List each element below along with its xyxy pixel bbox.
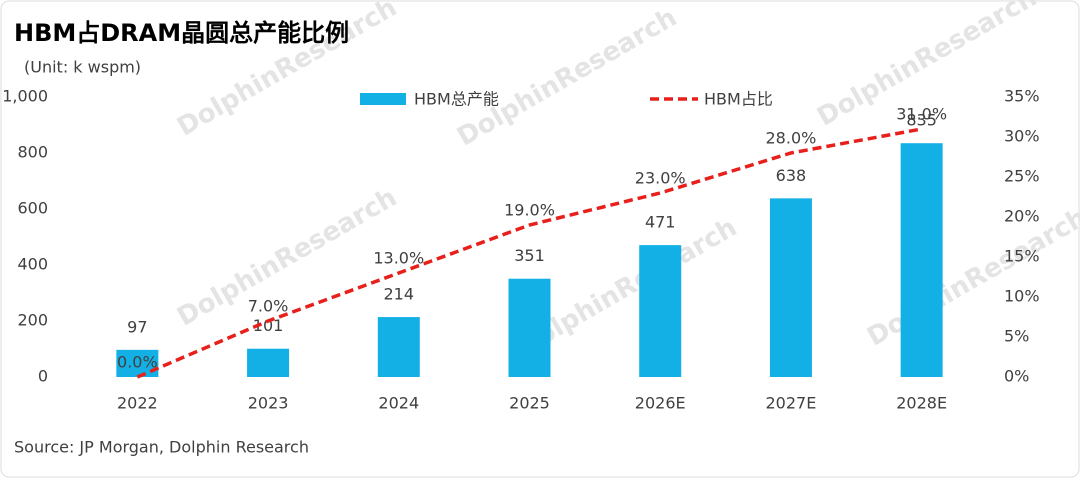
line-value-label: 28.0% <box>766 129 817 148</box>
bar-value-label: 351 <box>514 246 545 265</box>
bar-value-label: 835 <box>906 111 937 130</box>
y-tick-label: 400 <box>17 255 48 274</box>
chart-subtitle: (Unit: k wspm) <box>24 58 141 77</box>
y2-tick-label: 30% <box>1004 127 1040 146</box>
y2-tick-label: 35% <box>1004 87 1040 106</box>
y-tick-label: 200 <box>17 311 48 330</box>
line-value-label: 19.0% <box>504 201 555 220</box>
bar-value-label: 638 <box>776 166 807 185</box>
line-value-label: 13.0% <box>373 249 424 268</box>
line-value-label: 31.0% <box>896 105 947 124</box>
bar-value-label: 471 <box>645 213 676 232</box>
legend-label: HBM占比 <box>704 90 773 109</box>
y2-tick-label: 5% <box>1004 327 1029 346</box>
x-tick-label: 2027E <box>766 394 817 413</box>
source: Source: JP Morgan, Dolphin Research <box>14 438 309 457</box>
line <box>136 127 922 379</box>
y2-tick-label: 10% <box>1004 287 1040 306</box>
bar-value-label: 214 <box>384 285 415 304</box>
y-tick-label: 1,000 <box>2 87 48 106</box>
x-tick-label: 2026E <box>635 394 686 413</box>
line-value-label: 7.0% <box>248 297 289 316</box>
bar-value-label: 97 <box>127 317 147 336</box>
x-tick-label: 2028E <box>896 394 947 413</box>
bar <box>247 348 290 377</box>
y-tick-label: 600 <box>17 199 48 218</box>
bar <box>900 143 943 377</box>
y-tick-label: 0 <box>38 367 48 386</box>
bar <box>769 198 812 377</box>
legend-swatch <box>360 93 406 105</box>
bar <box>508 278 551 377</box>
line-value-label: 0.0% <box>117 353 158 372</box>
bar <box>639 245 682 377</box>
y2-tick-label: 25% <box>1004 167 1040 186</box>
bar-value-label: 101 <box>253 316 284 335</box>
x-tick-label: 2025 <box>509 394 550 413</box>
y-tick-label: 800 <box>17 143 48 162</box>
x-tick-label: 2023 <box>248 394 289 413</box>
x-tick-label: 2022 <box>117 394 158 413</box>
x-tick-label: 2024 <box>378 394 419 413</box>
y2-tick-label: 15% <box>1004 247 1040 266</box>
legend-label: HBM总产能 <box>414 90 499 109</box>
y2-tick-label: 0% <box>1004 367 1029 386</box>
bar <box>377 317 420 377</box>
chart-title: HBM占DRAM晶圆总产能比例 <box>14 19 349 47</box>
line-value-label: 23.0% <box>635 169 686 188</box>
y2-tick-label: 20% <box>1004 207 1040 226</box>
